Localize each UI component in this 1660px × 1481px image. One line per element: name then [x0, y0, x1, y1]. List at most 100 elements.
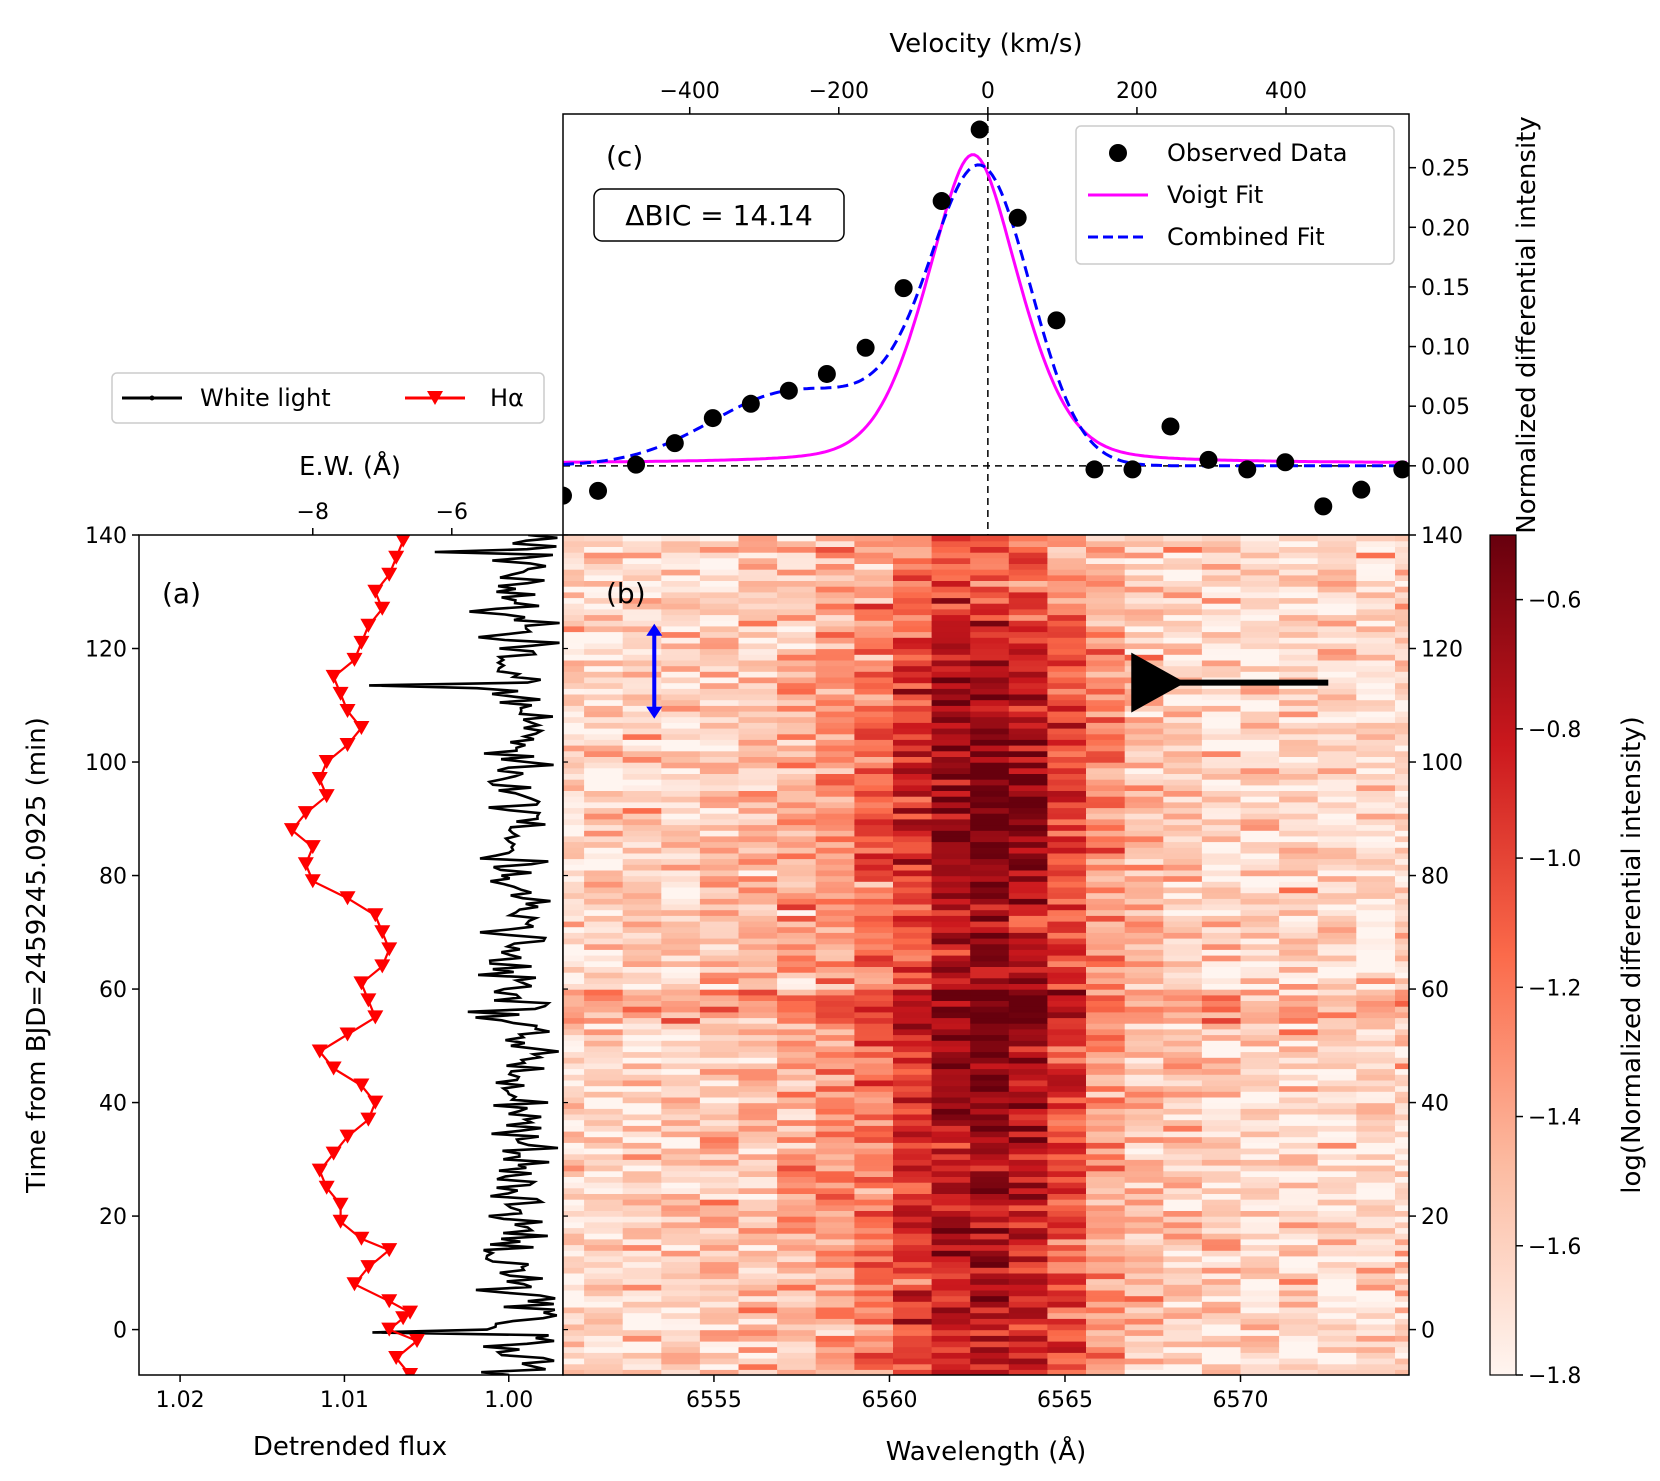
heatmap-cell	[1240, 654, 1280, 661]
heatmap-cell	[563, 716, 585, 723]
heatmap-cell	[1047, 546, 1087, 553]
heatmap-cell	[661, 1335, 701, 1342]
heatmap-cell	[777, 728, 817, 735]
heatmap-cell	[1008, 1193, 1048, 1200]
heatmap-cell	[1317, 813, 1357, 820]
heatmap-cell	[1356, 1153, 1396, 1160]
heatmap-cell	[1434, 1193, 1473, 1199]
heatmap-cell	[893, 813, 933, 820]
heatmap-cell	[699, 722, 740, 729]
heatmap-cell	[931, 586, 971, 593]
heatmap-cell	[1279, 1289, 1319, 1297]
heatmap-cell	[1163, 1306, 1203, 1314]
heatmap-cell	[1163, 1040, 1203, 1047]
heatmap-cell	[970, 1057, 1010, 1064]
blue-double-arrow-top	[646, 623, 663, 636]
heatmap-cell	[777, 932, 817, 939]
heatmap-cell	[622, 1074, 662, 1081]
heatmap-cell	[1395, 710, 1409, 718]
heatmap-cell	[1047, 977, 1087, 984]
heatmap-cell	[893, 852, 933, 860]
heatmap-cell	[931, 580, 971, 587]
heatmap-cell	[622, 1000, 662, 1007]
heatmap-cell	[1279, 1096, 1319, 1104]
heatmap-cell	[1279, 1340, 1319, 1348]
heatmap-cell	[563, 830, 585, 837]
heatmap-cell	[622, 1125, 662, 1132]
heatmap-cell	[854, 1119, 894, 1126]
heatmap-cell	[854, 1323, 894, 1331]
heatmap-cell	[1434, 1301, 1473, 1307]
heatmap-cell	[931, 671, 971, 678]
halpha-marker	[346, 652, 363, 667]
heatmap-cell	[699, 983, 740, 990]
heatmap-cell	[777, 693, 817, 701]
heatmap-cell	[699, 1165, 740, 1172]
heatmap-cell	[1201, 915, 1242, 922]
heatmap-cell	[777, 977, 817, 984]
heatmap-cell	[622, 552, 662, 559]
heatmap-cell	[1356, 1068, 1396, 1075]
heatmap-cell	[1356, 699, 1396, 706]
heatmap-cell	[854, 960, 894, 967]
heatmap-cell	[1434, 683, 1473, 689]
heatmap-cell	[1201, 1113, 1242, 1121]
heatmap-cell	[1008, 722, 1048, 729]
heatmap-cell	[1163, 955, 1203, 962]
heatmap-cell	[1356, 938, 1396, 945]
heatmap-cell	[1395, 858, 1409, 865]
heatmap-cell	[1124, 637, 1164, 644]
heatmap-cell	[1279, 733, 1319, 740]
heatmap-cell	[1279, 1244, 1319, 1251]
panel-a-legend: White light Hα	[111, 372, 545, 424]
heatmap-cell	[563, 750, 585, 757]
heatmap-cell	[1124, 1062, 1164, 1070]
heatmap-cell	[1317, 835, 1357, 843]
heatmap-cell	[1163, 920, 1203, 928]
heatmap-cell	[1124, 1000, 1164, 1007]
heatmap-cell	[1317, 989, 1357, 996]
heatmap-cell	[777, 535, 817, 542]
heatmap-cell	[699, 773, 740, 780]
heatmap-cell	[1008, 688, 1048, 695]
heatmap-cell	[1434, 1142, 1473, 1148]
heatmap-cell	[1356, 909, 1396, 916]
heatmap-cell	[815, 1340, 855, 1348]
heatmap-cell	[1240, 1323, 1280, 1331]
heatmap-cell	[854, 745, 894, 752]
heatmap-cell	[738, 1193, 778, 1200]
heatmap-cell	[1395, 693, 1409, 701]
heatmap-cell	[777, 563, 817, 570]
heatmap-cell	[1395, 1096, 1409, 1104]
heatmap-cell	[622, 665, 662, 672]
heatmap-cell	[893, 574, 933, 581]
panel-b-frame	[562, 534, 1410, 1376]
heatmap-cell	[1201, 1255, 1242, 1263]
heatmap-cell	[584, 1040, 624, 1047]
heatmap-cell	[1395, 773, 1409, 780]
heatmap-cell	[622, 813, 662, 820]
heatmap-cell	[584, 699, 624, 706]
heatmap-cell	[738, 1272, 778, 1280]
heatmap-cell	[661, 784, 701, 791]
heatmap-cell	[563, 1045, 585, 1053]
heatmap-cell	[1124, 586, 1164, 593]
heatmap-cell	[1317, 1028, 1357, 1036]
heatmap-cell	[815, 552, 855, 559]
heatmap-cell	[563, 631, 585, 638]
heatmap-cell	[1240, 801, 1280, 809]
heatmap-cell	[931, 1289, 971, 1297]
heatmap-cell	[622, 1051, 662, 1058]
heatmap-cell	[777, 665, 817, 672]
heatmap-cell	[1356, 1125, 1396, 1132]
heatmap-cell	[1356, 1176, 1396, 1183]
heatmap-cell	[777, 557, 817, 564]
heatmap-cell	[970, 1278, 1010, 1285]
heatmap-cell	[1008, 903, 1048, 911]
heatmap-cell	[563, 1006, 585, 1013]
heatmap-cell	[777, 733, 817, 740]
heatmap-cell	[1356, 960, 1396, 967]
heatmap-cell	[661, 1182, 701, 1189]
heatmap-cell	[1047, 869, 1087, 877]
heatmap-cell	[893, 1318, 933, 1325]
